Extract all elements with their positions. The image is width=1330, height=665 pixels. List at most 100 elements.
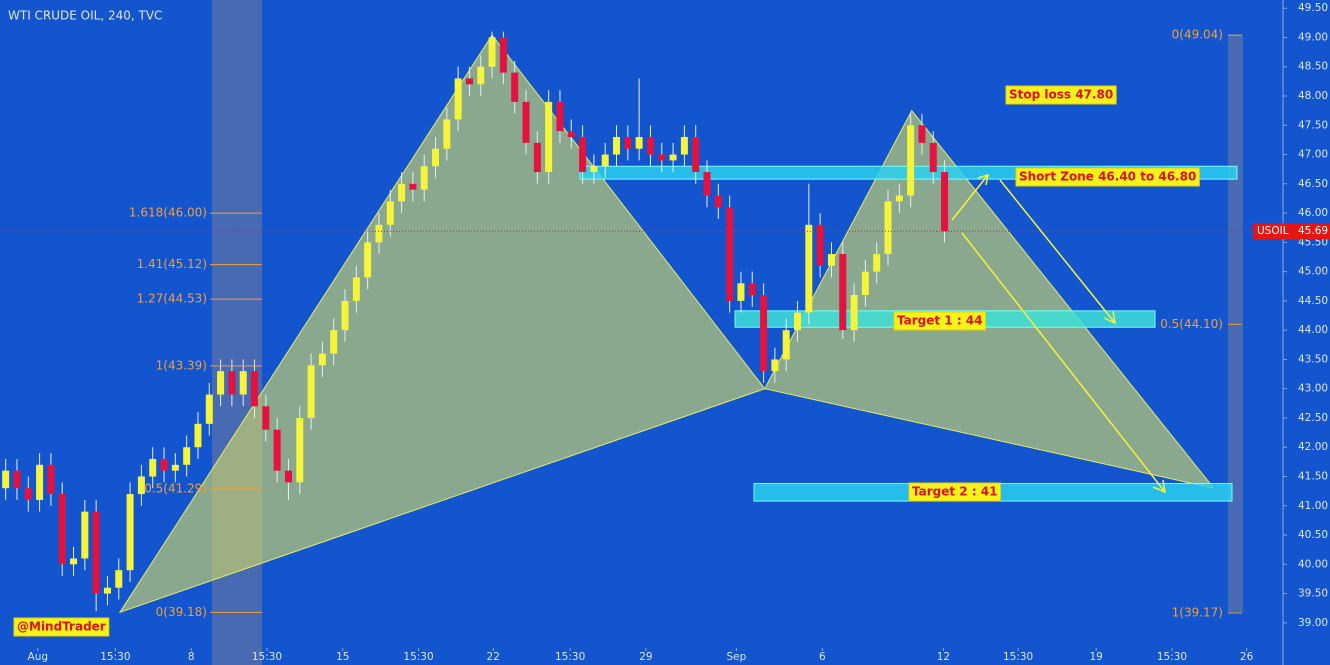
x-tick-label: 19 [1089,651,1102,663]
candle-body [217,371,225,395]
candle-body [760,295,768,372]
arrow [961,232,1166,494]
candle-body [646,136,654,155]
annotation-box [908,482,1001,502]
candle-body [284,470,292,483]
candle-body [522,101,530,143]
candle-body [420,166,428,190]
annotation: Target 2 : 41 [912,485,998,499]
y-tick-label: 39.50 [1298,588,1328,600]
y-tick-label: 48.50 [1298,61,1328,73]
y-tick-label: 49.00 [1298,31,1328,43]
candle-body [160,458,168,471]
x-tick-label: Sep [727,651,747,663]
y-tick-label: 41.50 [1298,471,1328,483]
candle-body [907,125,915,196]
candle-body [183,447,191,465]
y-tick-label: 41.00 [1298,500,1328,512]
candle-body [703,172,711,196]
last-price-tag [1253,223,1330,240]
candle-body [873,254,881,272]
candle-body [36,464,44,500]
candle-body [895,195,903,202]
annotation: Target 1 : 44 [897,314,983,328]
candle-body [929,142,937,173]
x-tick-label: Aug [28,651,49,663]
fib-label: 1(39.17) [1172,605,1223,619]
candle-body [228,371,236,395]
candle-body [827,254,835,266]
annotation-box [13,617,110,637]
candle-body [386,201,394,225]
arrow [999,179,1116,325]
candle-body [850,295,858,331]
candle-body [499,37,507,73]
x-tick-label: 15:30 [100,651,130,663]
candle-body [533,142,541,173]
candle-body [771,359,779,372]
candle-body [24,488,32,500]
x-tick-label: 12 [937,651,950,663]
candle-body [454,78,462,120]
annotation: Stop loss 47.80 [1009,88,1113,102]
candle-body [296,417,304,483]
session-shade [1228,35,1243,612]
candle-body [273,429,281,471]
last-price-value: 45.69 [1298,225,1328,237]
candle-body [2,470,10,489]
annotation: @MindTrader [17,620,106,634]
candle-body [737,283,745,301]
candle-body [692,136,700,173]
candle-body [635,136,643,149]
candle-body [13,470,21,489]
candle-body [318,353,326,366]
last-price-symbol: USOIL [1257,225,1289,237]
candle-body [465,78,473,85]
y-tick-label: 45.00 [1298,266,1328,278]
candle-body [680,136,688,155]
candle-body [839,254,847,331]
x-tick-label: 15:30 [403,651,433,663]
candle-body [398,183,406,202]
fib-label: 1.27(44.53) [137,292,207,306]
y-tick-label: 46.50 [1298,178,1328,190]
candle-body [81,511,89,559]
y-tick-label: 40.00 [1298,558,1328,570]
x-tick-label: 26 [1240,651,1254,663]
y-tick-label: 44.50 [1298,295,1328,307]
x-tick-label: 8 [188,651,195,663]
arrows [951,173,1166,494]
x-tick-label: 15:30 [252,651,282,663]
candle-body [171,464,179,471]
candle-body [194,423,202,448]
candle-body [330,330,338,354]
candle-body [488,37,496,67]
candle-body [669,154,677,161]
annotation-box [893,311,986,331]
candle-body [567,131,575,137]
x-tick-label: 15 [336,651,349,663]
annotation: Short Zone 46.40 to 46.80 [1019,170,1196,184]
candle-body [918,125,926,143]
y-tick-label: 47.00 [1298,149,1328,161]
candle-body [205,394,213,424]
harmonic-leg [118,34,766,614]
candle-body [92,511,100,594]
candle-body [794,312,802,331]
candle-body [590,166,598,173]
candle-body [816,224,824,266]
candle-body [805,224,813,313]
candle-body [545,101,553,173]
x-tick-label: 22 [487,651,500,663]
candle-body [624,136,632,149]
candle-body [307,365,315,418]
candle-body [714,195,722,208]
candle-body [364,242,372,278]
candle-body [726,207,734,301]
y-tick-label: 48.00 [1298,90,1328,102]
candle-body [262,406,270,430]
fib-label: 1(43.39) [156,358,207,372]
harmonic-leg [763,109,1216,490]
candle-body [137,476,145,495]
